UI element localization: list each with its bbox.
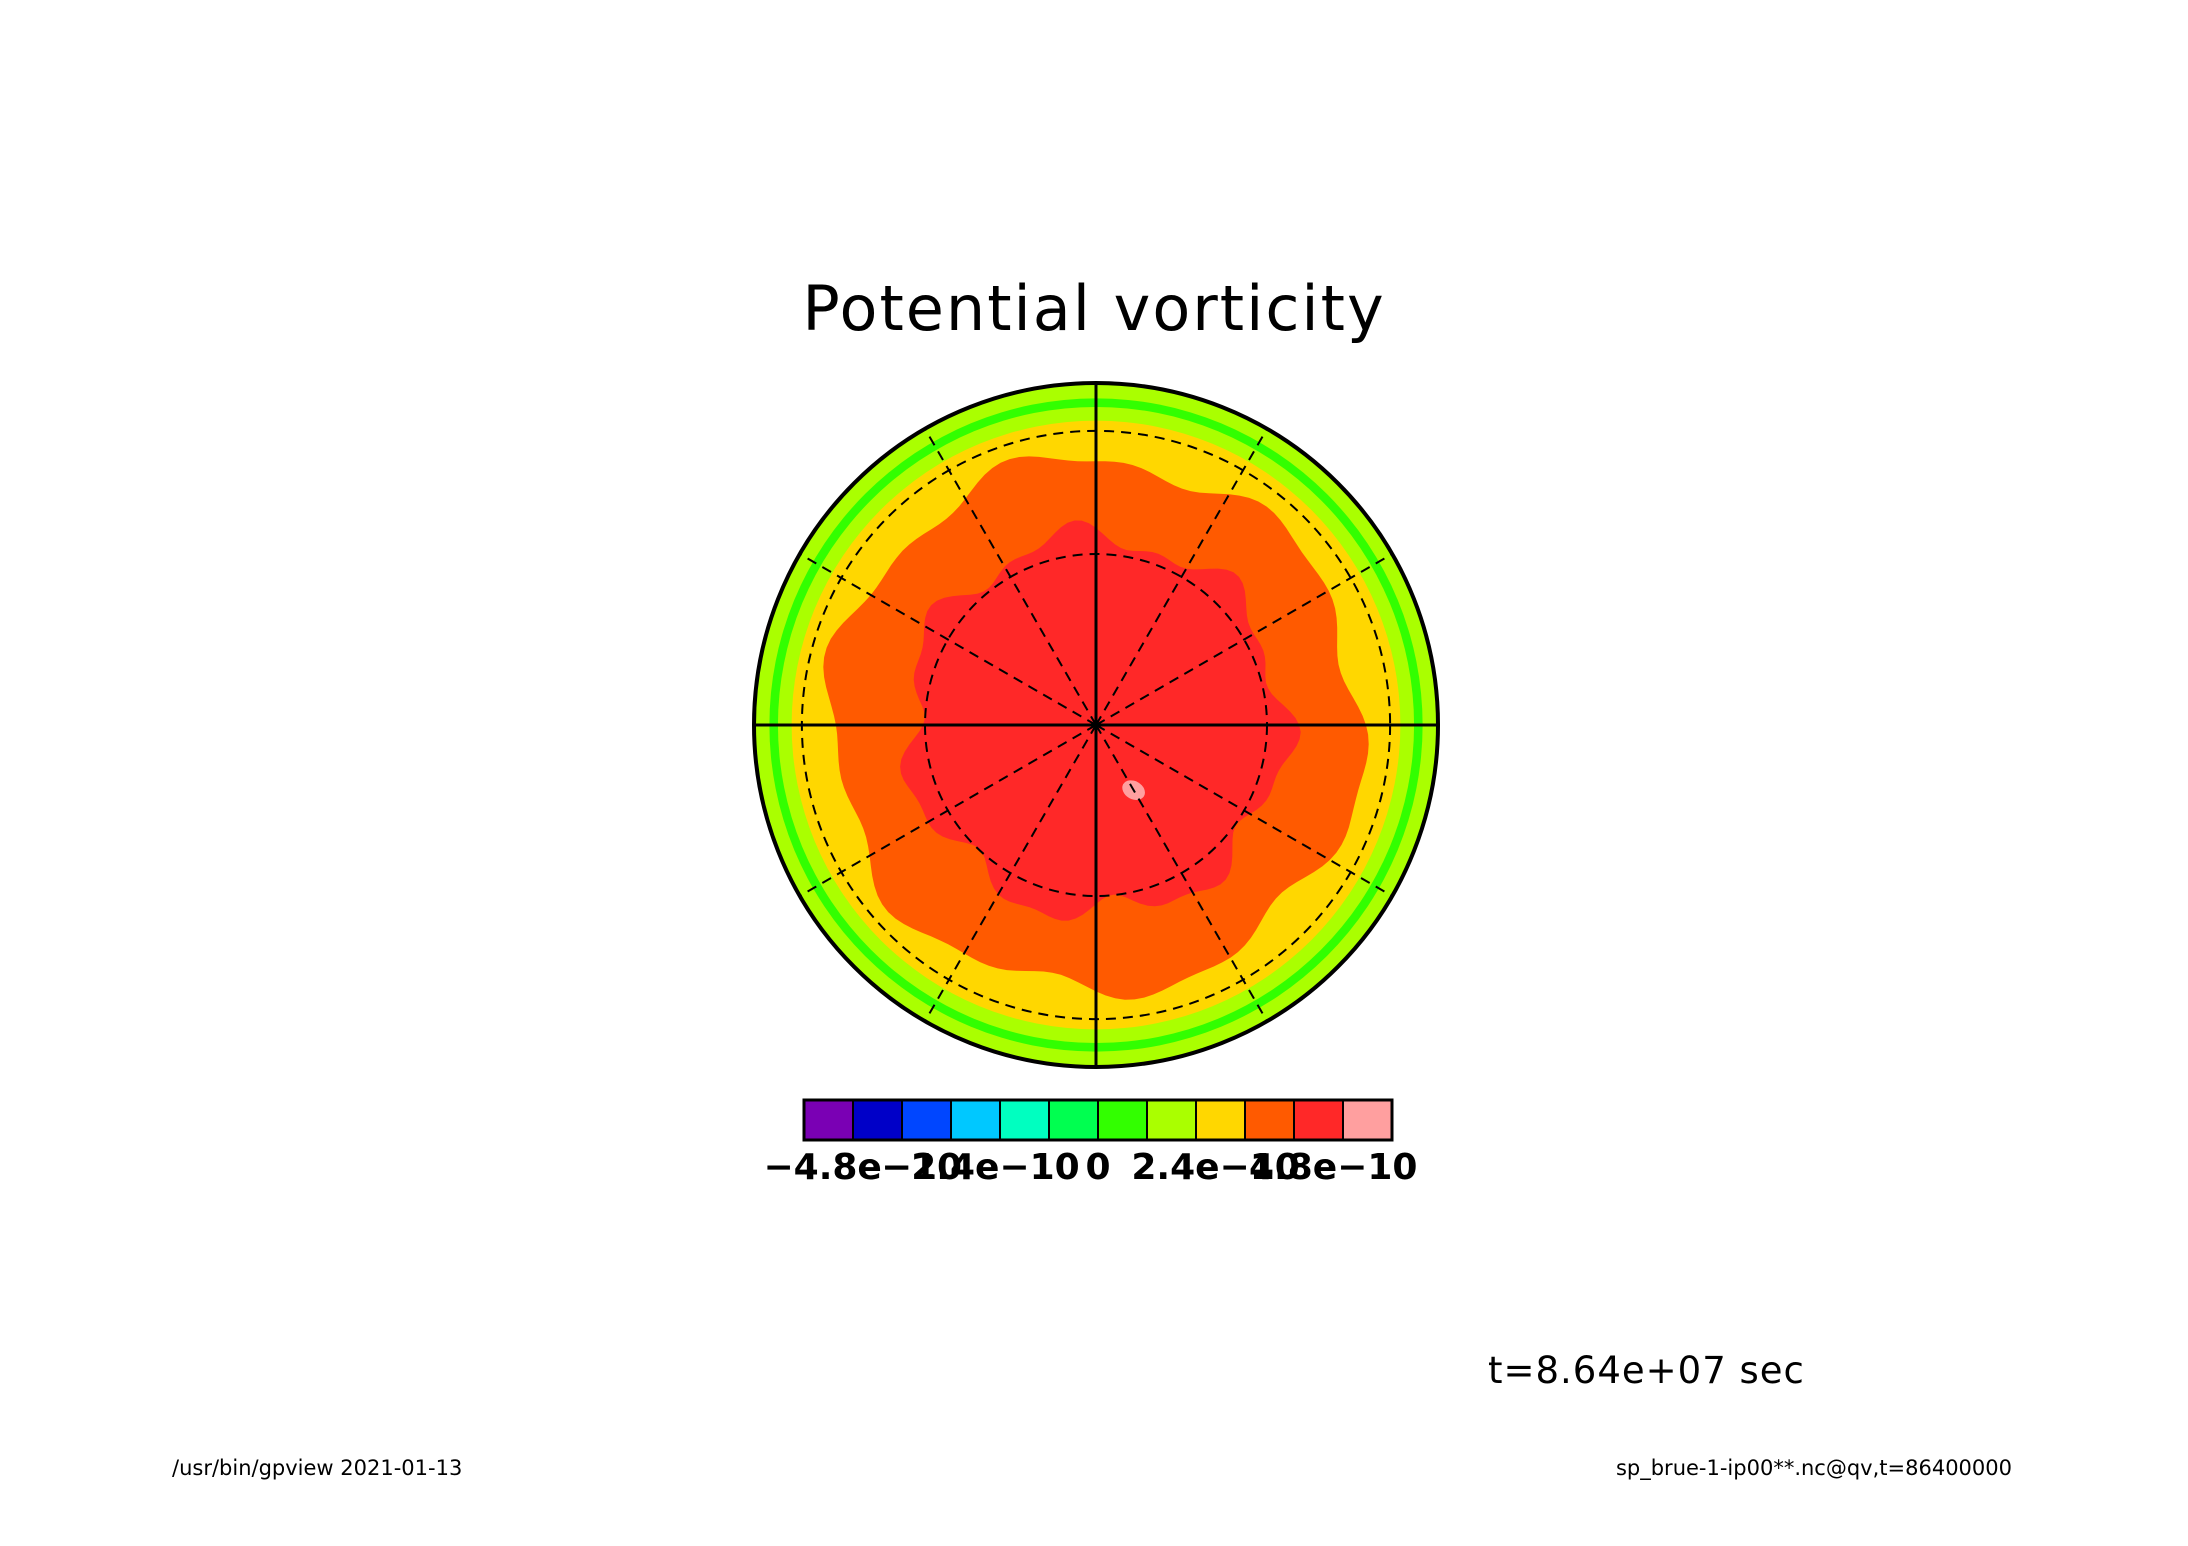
footer-left: /usr/bin/gpview 2021-01-13: [172, 1456, 463, 1480]
plot-border: [752, 381, 1440, 1069]
grid-meridian-210: [799, 553, 1097, 726]
polar-plot: [752, 381, 1440, 1069]
colorbar-tick-label: −4.8e−10: [763, 1147, 963, 1188]
colorbar-box: [950, 1099, 1001, 1141]
pv-region-1: [900, 520, 1301, 921]
grid-meridian-120: [924, 724, 1097, 1022]
colorbar-box: [803, 1099, 854, 1141]
colorbar-box: [901, 1099, 952, 1141]
grid-meridian-150: [799, 724, 1097, 897]
colorbar-box: [1244, 1099, 1295, 1141]
grid-meridian-30: [1095, 724, 1393, 897]
colorbar-tick-label: 2.4e−10: [1131, 1147, 1300, 1188]
chart-title: Potential vorticity: [802, 272, 1386, 345]
colorbar-box: [1342, 1099, 1393, 1141]
grid-meridian-300: [1095, 428, 1268, 726]
colorbar-tick-label: 0: [1085, 1147, 1111, 1188]
grid-meridian-60: [1095, 724, 1268, 1022]
colorbar: [802, 1098, 1394, 1142]
colorbar-box: [1146, 1099, 1197, 1141]
colorbar-box: [1195, 1099, 1246, 1141]
colorbar-box: [1293, 1099, 1344, 1141]
grid-meridian-330: [1095, 553, 1393, 726]
time-label: t=8.64e+07 sec: [1488, 1349, 1805, 1392]
colorbar-box: [1048, 1099, 1099, 1141]
colorbar-box: [999, 1099, 1050, 1141]
colorbar-frame: [802, 1098, 1394, 1142]
grid-meridian-240: [924, 428, 1097, 726]
colorbar-tick-label: −2.4e−10: [881, 1147, 1080, 1188]
colorbar-box: [1097, 1099, 1148, 1141]
colorbar-tick-label: 4.8e−10: [1248, 1147, 1418, 1188]
footer-right: sp_brue-1-ip00**.nc@qv,t=86400000: [1615, 1456, 2012, 1480]
colorbar-box: [852, 1099, 903, 1141]
